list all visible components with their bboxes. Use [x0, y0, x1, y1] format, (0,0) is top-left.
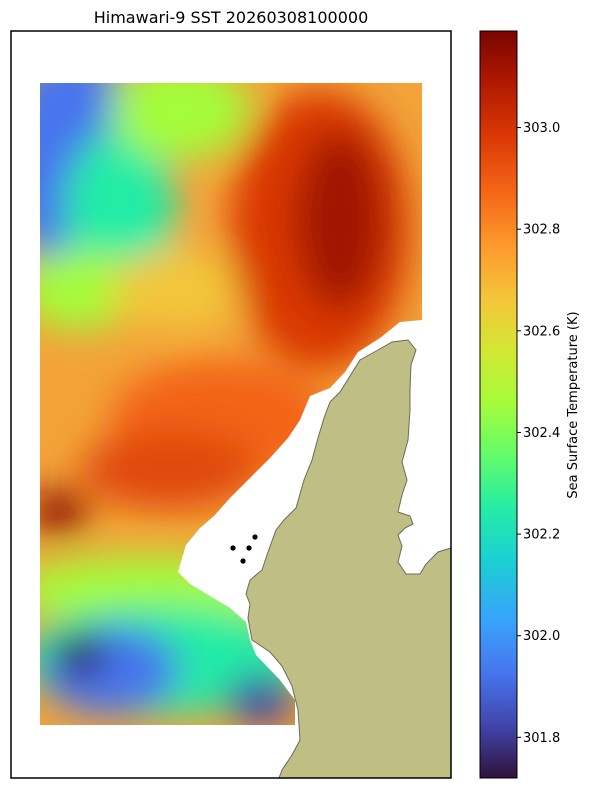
- sst-region-blue-se: [225, 675, 295, 725]
- sst-region-darkblue-south: [55, 633, 105, 677]
- sst-regions: [40, 83, 410, 725]
- colorbar-tick-label: 302.2: [523, 528, 560, 543]
- map-panel: [10, 30, 452, 779]
- colorbar-tick-label: 302.6: [523, 324, 560, 339]
- sst-region-blue-south: [40, 625, 180, 715]
- colorbar-tick-label: 302.0: [523, 629, 560, 644]
- station-points: [230, 534, 258, 564]
- station-point: [252, 534, 258, 540]
- colorbar-ticks: 301.8 302.0 302.2 302.4 302.6 302.8 303.0: [517, 121, 560, 746]
- station-point: [246, 545, 252, 551]
- chart-title: Himawari-9 SST 20260308100000: [94, 8, 369, 27]
- station-point: [230, 545, 236, 551]
- colorbar-tick-label: 303.0: [523, 121, 560, 136]
- sst-region-yellow-mid: [110, 250, 250, 330]
- land-mass: [245, 339, 452, 779]
- colorbar-gradient: [479, 30, 518, 779]
- station-point: [240, 558, 246, 564]
- colorbar-tick-label: 301.8: [523, 731, 560, 746]
- sst-region-darkred-sw: [40, 490, 88, 534]
- colorbar: 301.8 302.0 302.2 302.4 302.6 302.8 303.0 Sea …: [479, 30, 581, 779]
- colorbar-label: Sea Surface Temperature (K): [566, 311, 581, 498]
- sst-region-red-south: [80, 430, 260, 510]
- sst-region-green-top: [110, 83, 250, 160]
- map-frame: [10, 30, 452, 779]
- sst-region-green-west: [40, 250, 140, 330]
- sst-region-cyan-nw: [65, 130, 175, 290]
- colorbar-tick-label: 302.8: [523, 223, 560, 238]
- sst-region-darkred-core: [295, 130, 385, 310]
- colorbar-tick-label: 302.4: [523, 426, 560, 441]
